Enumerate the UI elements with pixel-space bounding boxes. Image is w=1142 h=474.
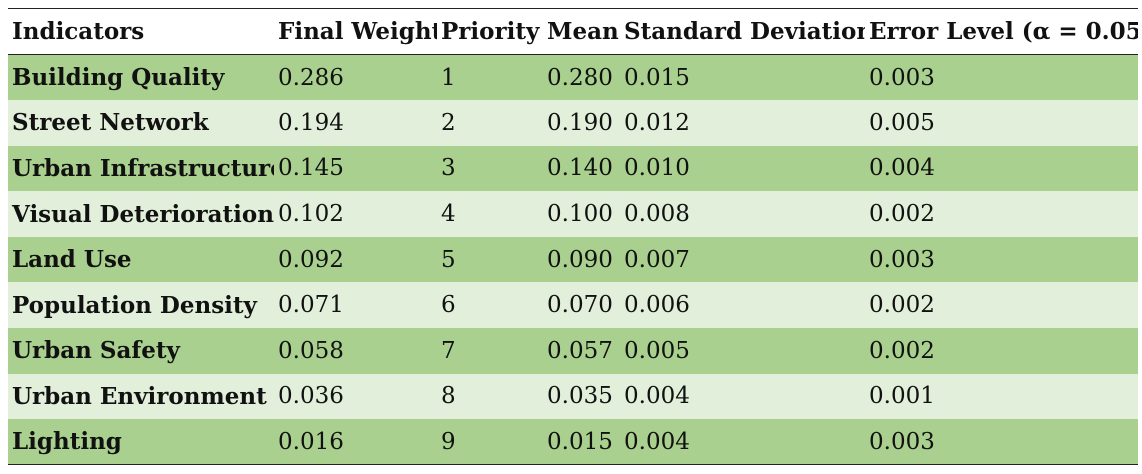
- cell-final-weight: 0.286: [278, 64, 344, 91]
- cell-mean: 0.140: [547, 155, 613, 182]
- header-error-level: Error Level (α = 0.05): [869, 18, 1138, 45]
- cell-final-weight: 0.071: [278, 292, 344, 319]
- header-indicators: Indicators: [12, 18, 145, 45]
- cell-standard-deviation: 0.006: [624, 292, 690, 319]
- cell-mean: 0.070: [547, 292, 613, 319]
- cell-priority: 9: [441, 428, 456, 455]
- cell-priority: 3: [441, 155, 456, 182]
- indicators-table: Indicators Final Weight Priority Mean St…: [8, 8, 1138, 465]
- cell-indicator: Street Network: [12, 109, 209, 137]
- header-priority: Priority: [441, 18, 540, 45]
- cell-priority: 8: [441, 383, 456, 410]
- table-row: Building Quality 0.286 1 0.280 0.015 0.0…: [8, 54, 1138, 101]
- cell-indicator: Urban Safety: [12, 337, 180, 365]
- cell-standard-deviation: 0.015: [624, 64, 690, 91]
- cell-error-level: 0.005: [869, 109, 935, 136]
- cell-mean: 0.190: [547, 109, 613, 136]
- cell-error-level: 0.004: [869, 155, 935, 182]
- cell-error-level: 0.002: [869, 292, 935, 319]
- cell-final-weight: 0.194: [278, 109, 344, 136]
- cell-final-weight: 0.036: [278, 383, 344, 410]
- cell-standard-deviation: 0.008: [624, 201, 690, 228]
- cell-final-weight: 0.145: [278, 155, 344, 182]
- cell-error-level: 0.003: [869, 246, 935, 273]
- cell-error-level: 0.002: [869, 337, 935, 364]
- cell-final-weight: 0.016: [278, 428, 344, 455]
- table-row: Urban Safety 0.058 7 0.057 0.005 0.002: [8, 328, 1138, 374]
- table-header-row: Indicators Final Weight Priority Mean St…: [8, 8, 1138, 55]
- table-row: Visual Deterioration 0.102 4 0.100 0.008…: [8, 191, 1138, 237]
- table-row: Population Density 0.071 6 0.070 0.006 0…: [8, 282, 1138, 329]
- cell-error-level: 0.001: [869, 383, 935, 410]
- table-row: Land Use 0.092 5 0.090 0.007 0.003: [8, 236, 1138, 283]
- cell-priority: 7: [441, 337, 456, 364]
- cell-final-weight: 0.058: [278, 337, 344, 364]
- cell-priority: 5: [441, 246, 456, 273]
- cell-mean: 0.100: [547, 201, 613, 228]
- header-mean: Mean: [547, 18, 619, 45]
- cell-priority: 4: [441, 201, 456, 228]
- cell-indicator: Building Quality: [12, 64, 225, 92]
- cell-indicator: Visual Deterioration: [12, 200, 274, 228]
- cell-indicator: Urban Infrastructure: [12, 154, 274, 182]
- table-row: Urban Infrastructure 0.145 3 0.140 0.010…: [8, 145, 1138, 192]
- cell-mean: 0.057: [547, 337, 613, 364]
- cell-mean: 0.015: [547, 428, 613, 455]
- table-row: Urban Environment 0.036 8 0.035 0.004 0.…: [8, 373, 1138, 420]
- cell-standard-deviation: 0.004: [624, 428, 690, 455]
- cell-final-weight: 0.092: [278, 246, 344, 273]
- cell-mean: 0.090: [547, 246, 613, 273]
- cell-standard-deviation: 0.010: [624, 155, 690, 182]
- cell-standard-deviation: 0.007: [624, 246, 690, 273]
- table-row: Street Network 0.194 2 0.190 0.012 0.005: [8, 100, 1138, 146]
- cell-indicator: Lighting: [12, 428, 122, 456]
- cell-indicator: Population Density: [12, 291, 257, 319]
- cell-error-level: 0.003: [869, 428, 935, 455]
- cell-standard-deviation: 0.004: [624, 383, 690, 410]
- cell-indicator: Urban Environment: [12, 382, 267, 410]
- cell-mean: 0.035: [547, 383, 613, 410]
- cell-priority: 1: [441, 64, 456, 91]
- cell-standard-deviation: 0.005: [624, 337, 690, 364]
- cell-error-level: 0.002: [869, 201, 935, 228]
- indicators-table-container: Indicators Final Weight Priority Mean St…: [8, 8, 1138, 465]
- cell-priority: 2: [441, 109, 456, 136]
- cell-error-level: 0.003: [869, 64, 935, 91]
- cell-final-weight: 0.102: [278, 201, 344, 228]
- cell-priority: 6: [441, 292, 456, 319]
- table-row: Lighting 0.016 9 0.015 0.004 0.003: [8, 419, 1138, 465]
- cell-indicator: Land Use: [12, 246, 132, 274]
- header-final-weight: Final Weight: [278, 18, 437, 45]
- cell-mean: 0.280: [547, 64, 613, 91]
- header-standard-deviation: Standard Deviation: [624, 18, 865, 45]
- cell-standard-deviation: 0.012: [624, 109, 690, 136]
